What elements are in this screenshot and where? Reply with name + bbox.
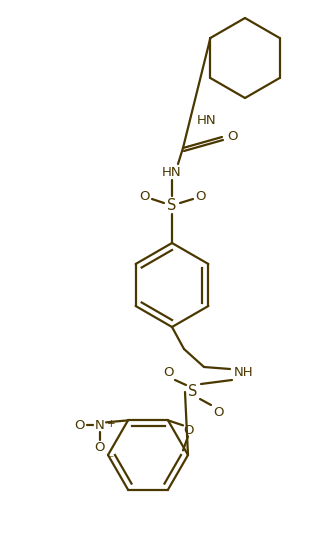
Text: O: O — [140, 191, 150, 203]
Text: O: O — [75, 419, 85, 432]
Text: O: O — [183, 424, 193, 437]
Text: N: N — [95, 419, 105, 432]
Text: HN: HN — [162, 165, 182, 179]
Text: O: O — [95, 441, 105, 454]
Text: S: S — [188, 385, 198, 399]
Text: NH: NH — [234, 365, 254, 379]
Text: O: O — [227, 131, 237, 143]
Text: O: O — [213, 406, 223, 419]
Text: S: S — [167, 197, 177, 213]
Text: ⁻: ⁻ — [107, 453, 113, 466]
Text: O: O — [195, 191, 205, 203]
Text: O: O — [163, 366, 173, 380]
Text: HN: HN — [197, 114, 217, 127]
Text: +: + — [107, 419, 116, 429]
